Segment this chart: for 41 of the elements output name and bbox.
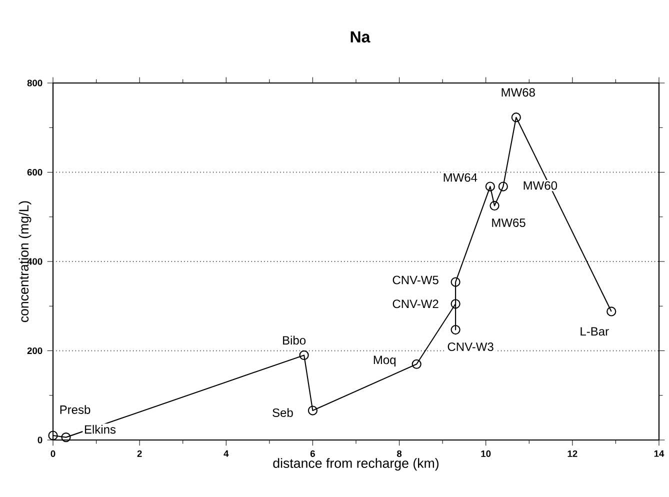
annotation: CNV-W5 [392,276,438,284]
point [61,432,71,442]
point [308,406,318,416]
annotation: CNV-W2 [392,300,438,308]
point [299,350,309,360]
annotation: Moq [374,356,396,366]
chart-title: Na [350,31,370,43]
y-tick-label: 800 [27,80,42,86]
point [485,182,495,192]
annotation: MW64 [444,173,478,182]
annotation: Bibo [283,336,306,345]
point [450,324,460,335]
x-axis-title: distance from recharge (km) [273,458,439,471]
point [498,182,508,192]
annotation: MW68 [502,88,535,97]
x-tick-label: 4 [224,450,229,457]
point [48,430,58,440]
y-tick-label: 0 [38,436,42,444]
annotation: MW60 [524,181,558,190]
point [490,200,500,211]
x-tick-label: 10 [481,450,491,457]
x-tick-label: 6 [310,450,315,457]
annotation: Seb [272,408,293,417]
annotation: Presb [60,405,90,414]
annotation: Elkins [84,424,116,434]
x-tick-label: 12 [568,450,578,457]
point [412,359,422,369]
annotation: CNV-W3 [448,342,494,352]
point [606,306,616,316]
point [450,299,460,309]
point [450,277,460,287]
x-tick-label: 8 [396,450,402,457]
annotation: L-Bar [580,327,609,336]
point [511,112,521,122]
x-tick-label: 2 [137,450,142,457]
y-tick-label: 400 [27,258,42,265]
annotation: MW65 [492,218,526,227]
y-tick-label: 200 [27,347,42,354]
y-tick-label: 600 [27,168,42,176]
x-tick-label: 0 [50,450,56,457]
x-tick-label: 14 [654,450,664,457]
